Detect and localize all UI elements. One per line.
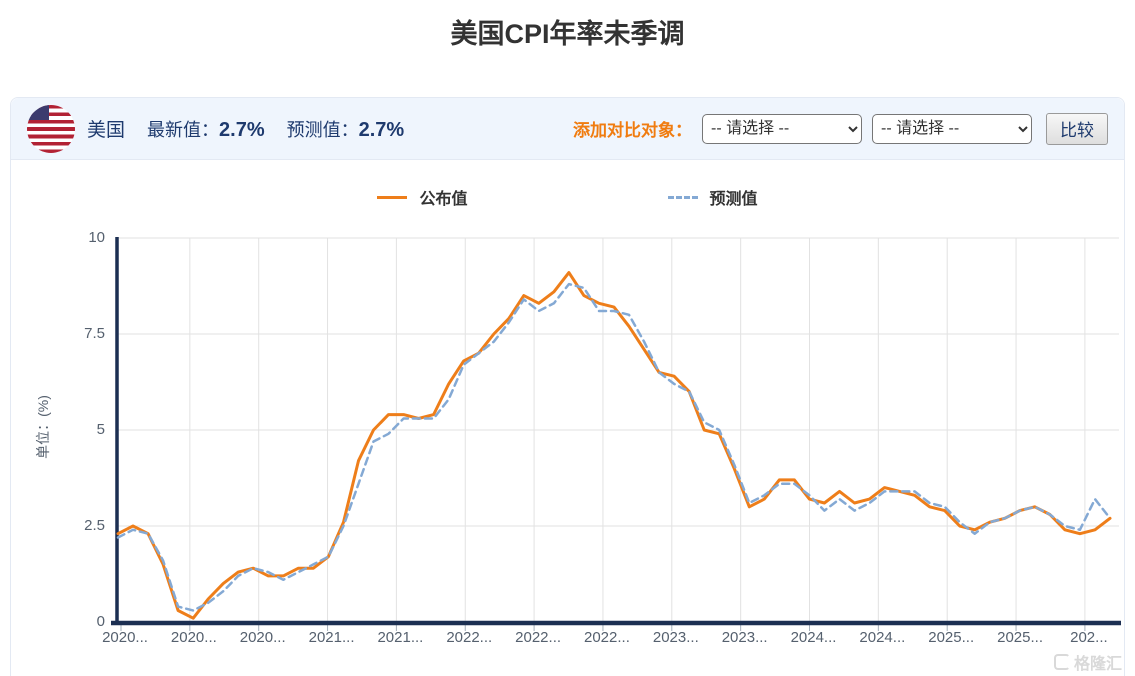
forecast-line-swatch xyxy=(667,195,698,199)
forecast-value: 2.7% xyxy=(358,118,405,141)
latest-value: 2.7% xyxy=(219,118,265,141)
y-tick-label: 10 xyxy=(88,229,105,246)
watermark-text: 格隆汇 xyxy=(1073,656,1122,673)
page-title: 美国CPI年率未季调 xyxy=(450,19,685,49)
x-tick-label: 2024... xyxy=(790,629,837,646)
compare-select-1[interactable]: -- 请选择 -- xyxy=(702,113,862,144)
y-tick-label: 2.5 xyxy=(84,517,105,534)
x-tick-label: 2025... xyxy=(997,629,1043,646)
forecast-label: 预测值： xyxy=(286,119,359,140)
chart-legend: 公布值 预测值 xyxy=(11,182,1124,212)
legend-item-forecast[interactable]: 预测值 xyxy=(667,185,758,209)
country-name: 美国 xyxy=(87,120,126,141)
compare-button[interactable]: 比较 xyxy=(1046,112,1108,145)
y-tick-label: 0 xyxy=(96,613,105,630)
card-header: 美国 最新值：2.7% 预测值：2.7% 添加对比对象： -- 请选择 -- -… xyxy=(11,98,1124,160)
gelonghui-logo-icon xyxy=(1053,654,1070,670)
line-chart[interactable]: 单位：(%) 0 2.5 5 7.5 10 2020... 2020... 2020... 2… xyxy=(11,212,1124,676)
legend-label-forecast: 预测值 xyxy=(709,191,758,208)
x-tick-label: 2021... xyxy=(377,629,424,646)
y-tick-label: 5 xyxy=(96,421,105,438)
x-tick-label: 2023... xyxy=(652,629,699,646)
us-flag-icon xyxy=(27,104,75,153)
indicator-card: 美国 最新值：2.7% 预测值：2.7% 添加对比对象： -- 请选择 -- -… xyxy=(10,97,1125,676)
published-line-swatch xyxy=(377,195,408,199)
add-compare-label: 添加对比对象： xyxy=(573,121,692,140)
flag-canton xyxy=(27,104,49,120)
latest-label: 最新值： xyxy=(147,119,220,140)
x-tick-label: 2020... xyxy=(170,629,217,646)
x-tick-label: 2022... xyxy=(515,629,562,646)
y-tick-label: 7.5 xyxy=(84,325,105,342)
x-tick-label: 2022... xyxy=(584,629,630,646)
legend-label-published: 公布值 xyxy=(419,191,468,208)
x-tick-label: 2025... xyxy=(928,629,975,646)
latest-value-group: 最新值：2.7% xyxy=(147,116,265,142)
x-tick-label: 202... xyxy=(1070,629,1108,646)
forecast-value-group: 预测值：2.7% xyxy=(287,116,405,142)
compare-select-2[interactable]: -- 请选择 -- xyxy=(872,113,1032,144)
x-tick-label: 2020... xyxy=(239,629,286,646)
gelonghui-watermark: 格隆汇 xyxy=(1053,650,1122,674)
legend-item-published[interactable]: 公布值 xyxy=(377,185,468,209)
x-tick-label: 2020... xyxy=(102,629,148,646)
x-tick-label: 2022... xyxy=(446,629,493,646)
chart-canvas[interactable] xyxy=(11,212,1124,676)
x-tick-label: 2024... xyxy=(859,629,906,646)
x-tick-label: 2023... xyxy=(721,629,768,646)
x-tick-label: 2021... xyxy=(308,629,355,646)
